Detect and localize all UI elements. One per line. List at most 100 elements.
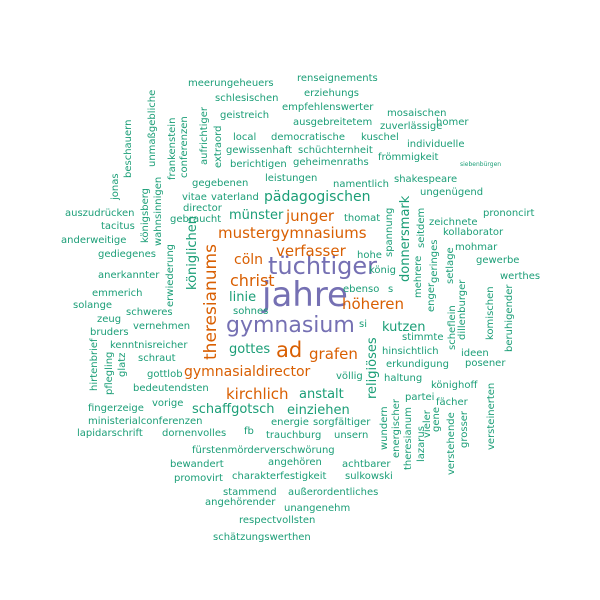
word-gottes: gottes	[229, 342, 271, 357]
word-hirtenbrief: hirtenbrief	[89, 338, 100, 391]
word-extraord: extraord	[213, 125, 224, 168]
word-koenig: könig	[369, 265, 397, 276]
word-kutzen: kutzen	[382, 320, 426, 335]
word-anstalt: anstalt	[299, 387, 344, 402]
word-ausserordentliches: außerordentliches	[288, 487, 379, 498]
word-glatz: glatz	[117, 352, 128, 377]
word-dornenvolles: dornenvolles	[162, 428, 227, 439]
word-kollaborator: kollaborator	[443, 227, 504, 238]
word-jonas: jonas	[110, 173, 121, 200]
word-kirchlich: kirchlich	[226, 385, 289, 403]
word-fingerzeige: fingerzeige	[88, 403, 144, 414]
word-faecher: fächer	[436, 397, 468, 408]
word-tuechtiger: tüchtiger	[268, 252, 377, 280]
word-pflegling: pflegling	[104, 351, 115, 395]
word-unmassgebliche: unmaßgebliche	[147, 89, 158, 167]
word-religioeses: religiöses	[365, 337, 380, 399]
word-koenighoff: könighoff	[431, 380, 478, 391]
word-energischer: energischer	[391, 398, 402, 458]
word-jahre: jahre	[262, 275, 348, 315]
word-unangenehm: unangenehm	[284, 503, 351, 514]
word-namentlich: namentlich	[333, 179, 390, 190]
word-democratische: democratische	[271, 132, 345, 143]
word-stammend: stammend	[223, 487, 277, 498]
word-schaffgotsch: schaffgotsch	[192, 402, 275, 417]
word-angehoeren: angehören	[268, 457, 322, 468]
word-berichtigen: berichtigen	[230, 159, 287, 170]
word-charakterfestigkeit: charakterfestigkeit	[232, 471, 327, 482]
word-beschauern: beschauern	[123, 119, 134, 178]
word-trauchburg: trauchburg	[266, 430, 322, 441]
word-bruders: bruders	[90, 327, 129, 338]
word-empfehlenswerter: empfehlenswerter	[282, 102, 374, 113]
word-siebenbuergen: siebenbürgen	[460, 161, 502, 168]
word-vitae: vitae	[182, 192, 207, 203]
word-schuechternheit: schüchternheit	[298, 145, 373, 156]
word-muenster: münster	[229, 208, 284, 223]
word-geringes: geringes	[429, 239, 440, 283]
word-prononcirt: prononcirt	[483, 208, 535, 219]
word-verstehende: verstehende	[446, 412, 457, 475]
word-auszudruecken: auszudrücken	[65, 208, 135, 219]
word-bewandert: bewandert	[170, 459, 224, 470]
word-beruhigender: beruhigender	[504, 284, 515, 352]
word-donnersmark: donnersmark	[398, 195, 413, 282]
word-bedeutendsten: bedeutendsten	[133, 383, 209, 394]
word-koeniglichen: königlichen	[185, 216, 200, 290]
word-seitdem: seitdem	[416, 207, 427, 248]
word-geistreich: geistreich	[220, 110, 270, 121]
word-hoeheren: höheren	[342, 295, 404, 313]
word-mosaischen: mosaischen	[387, 108, 447, 119]
word-mehrere: mehrere	[413, 255, 424, 298]
word-energie: energie	[271, 417, 309, 428]
word-ideen: ideen	[461, 348, 489, 359]
word-homer: homer	[436, 117, 469, 128]
word-ausgebreitetem: ausgebreitetem	[293, 117, 373, 128]
word-paedagogischen: pädagogischen	[264, 189, 371, 205]
word-werthes: werthes	[500, 271, 541, 282]
word-s: s	[388, 284, 394, 295]
word-vorige: vorige	[152, 398, 184, 409]
word-solange: solange	[73, 300, 113, 311]
word-erwiederung: erwiederung	[165, 243, 176, 307]
word-versteinerten: versteinerten	[486, 382, 497, 450]
word-kenntnisreicher: kenntnisreicher	[110, 340, 188, 351]
word-gebraucht: gebraucht	[170, 214, 222, 225]
word-ungenuegend: ungenügend	[420, 187, 484, 198]
word-individuelle: individuelle	[407, 139, 465, 150]
word-vernehmen: vernehmen	[133, 321, 191, 332]
word-frankenstein: frankenstein	[167, 117, 178, 180]
word-stimmte: stimmte	[402, 332, 444, 343]
word-gegebenen: gegebenen	[192, 178, 249, 189]
word-wahnsinnigen: wahnsinnigen	[153, 176, 164, 246]
word-emmerich: emmerich	[92, 288, 143, 299]
word-erziehungs: erziehungs	[304, 88, 360, 99]
word-sorgfaeltiger: sorgfältiger	[313, 417, 371, 428]
word-theresianum: theresianum	[403, 407, 414, 470]
word-sohnes: sohnes	[233, 306, 269, 317]
word-tacitus: tacitus	[101, 221, 135, 232]
word-geheimenraths: geheimenraths	[293, 157, 369, 168]
word-voellig: völlig	[336, 371, 363, 382]
word-si: si	[359, 319, 367, 330]
word-christ: christ	[230, 271, 275, 290]
word-aufrichtiger: aufrichtiger	[199, 106, 210, 165]
word-froemmigkeit: frömmigkeit	[378, 152, 439, 163]
word-renseignements: renseignements	[297, 73, 378, 84]
word-conferenzen: conferenzen	[179, 116, 190, 178]
word-mohmar: mohmar	[455, 242, 498, 253]
word-partei: partei	[405, 392, 435, 403]
word-achtbarer: achtbarer	[342, 459, 391, 470]
word-ad: ad	[276, 338, 303, 362]
word-einziehen: einziehen	[287, 403, 350, 418]
word-anerkannter: anerkannter	[98, 270, 160, 281]
word-thomat: thomat	[344, 213, 381, 224]
word-setlage: setlage	[445, 247, 456, 284]
word-junger: junger	[286, 207, 335, 225]
word-respectvollsten: respectvollsten	[239, 515, 316, 526]
word-gewissenhaft: gewissenhaft	[226, 145, 293, 156]
word-angehoerender: angehörender	[205, 497, 276, 508]
word-director: director	[183, 203, 222, 214]
word-linie: linie	[229, 290, 257, 305]
